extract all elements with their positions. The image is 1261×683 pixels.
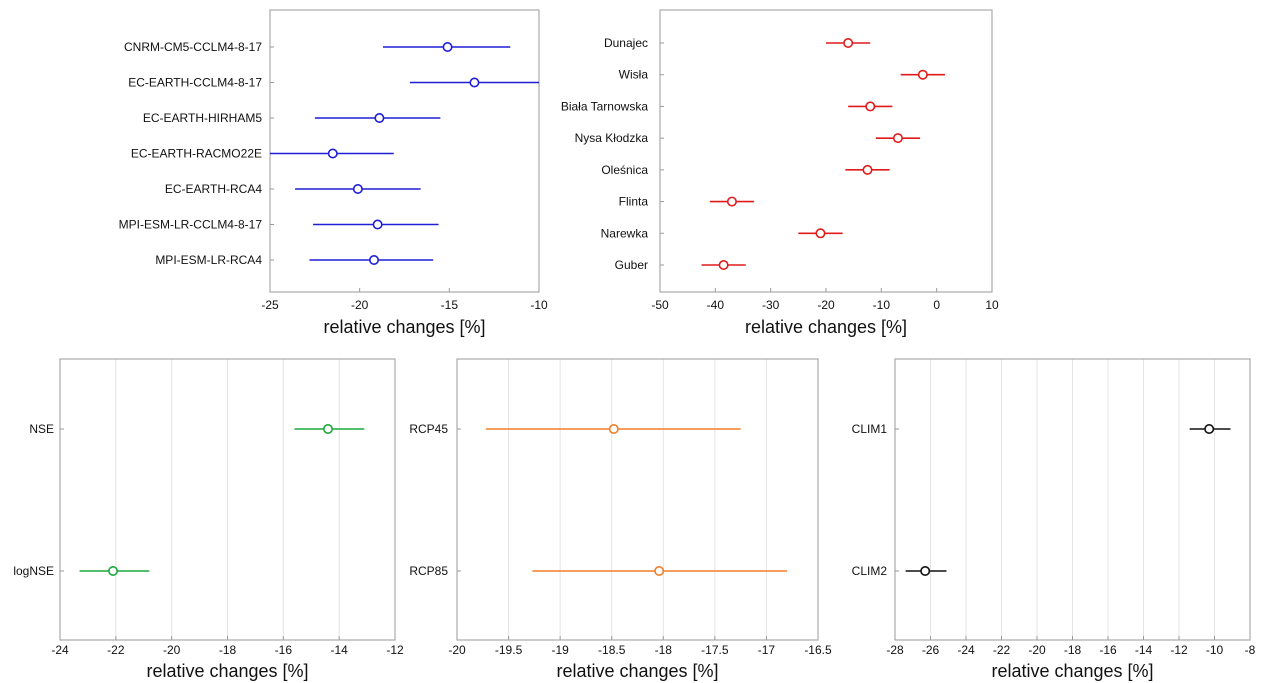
mean-marker (374, 113, 385, 124)
chart-panel-2: -50 -40 -30 -20 -10 0 10 relative changes [%] Du… (561, 9, 999, 337)
mean-marker (369, 255, 380, 266)
mean-marker (654, 565, 665, 576)
x-tick-label: -20 (448, 643, 466, 657)
mean-marker (372, 219, 383, 230)
x-tick-label: -25 (261, 298, 279, 312)
chart-panel-4: -20 -19.5 -19 -18.5 -18 -17.5 -17 -16.5 relative… (409, 358, 832, 681)
category-label: CLIM1 (852, 422, 888, 436)
x-tick-label: 0 (933, 298, 940, 312)
plot-frame (269, 9, 540, 293)
category-label: Dunajec (604, 36, 648, 50)
mean-marker (1204, 423, 1215, 434)
category-label: Narewka (601, 226, 649, 240)
x-tick-label: -18 (1064, 643, 1082, 657)
category-label: Flinta (619, 195, 649, 209)
mean-marker (843, 37, 854, 48)
mean-marker (920, 565, 931, 576)
mean-marker (442, 41, 453, 52)
x-tick-label: -19 (551, 643, 569, 657)
x-tick-label: -24 (51, 643, 69, 657)
x-tick-label: -28 (886, 643, 904, 657)
category-label: EC-EARTH-RCA4 (165, 182, 262, 196)
mean-marker (327, 148, 338, 159)
mean-marker (108, 565, 119, 576)
mean-marker (917, 69, 928, 80)
x-tick-label: 10 (985, 298, 999, 312)
x-tick-label: -12 (1170, 643, 1188, 657)
mean-marker (608, 423, 619, 434)
x-axis-label: relative changes [%] (991, 661, 1153, 681)
x-tick-label: -17 (758, 643, 776, 657)
x-axis-label: relative changes [%] (146, 661, 308, 681)
x-tick-label: -50 (651, 298, 669, 312)
x-tick-label: -16 (275, 643, 293, 657)
x-tick-label: -26 (922, 643, 940, 657)
category-label: EC-EARTH-CCLM4-8-17 (128, 76, 262, 90)
x-tick-label: -20 (351, 298, 369, 312)
x-tick-label: -19.5 (495, 643, 523, 657)
plot-frame (659, 9, 993, 293)
category-label: Wisła (619, 68, 649, 82)
mean-marker (815, 228, 826, 239)
category-label: Biała Tarnowska (561, 99, 648, 113)
x-tick-label: -40 (707, 298, 725, 312)
x-tick-label: -20 (817, 298, 835, 312)
x-tick-label: -15 (441, 298, 459, 312)
category-label: MPI-ESM-LR-RCA4 (155, 253, 262, 267)
x-tick-label: -10 (873, 298, 891, 312)
x-tick-label: -30 (762, 298, 780, 312)
x-tick-label: -10 (530, 298, 548, 312)
x-tick-label: -24 (957, 643, 975, 657)
x-tick-label: -22 (993, 643, 1011, 657)
category-label: Oleśnica (601, 163, 648, 177)
x-tick-label: -16 (1099, 643, 1117, 657)
x-tick-label: -22 (107, 643, 125, 657)
chart-panel-1: -25 -20 -15 -10 relative changes [%] CNRM-CM5… (119, 9, 548, 337)
category-label: Nysa Kłodzka (575, 131, 649, 145)
chart-panel-3: -24 -22 -20 -18 -16 -14 -12 relative changes [%… (13, 358, 404, 681)
mean-marker (865, 101, 876, 112)
category-label: CLIM2 (852, 564, 888, 578)
x-tick-label: -17.5 (701, 643, 729, 657)
mean-marker (718, 259, 729, 270)
category-label: RCP85 (409, 564, 448, 578)
x-tick-label: -18.5 (598, 643, 626, 657)
chart-panel-5: -28 -26 -24 -22 -20 -18 -16 -14 -12 -10 -8 relative… (852, 358, 1256, 681)
category-label: RCP45 (409, 422, 448, 436)
category-label: EC-EARTH-RACMO22E (131, 147, 262, 161)
x-tick-label: -14 (330, 643, 348, 657)
x-tick-label: -8 (1245, 643, 1256, 657)
x-tick-label: -18 (655, 643, 673, 657)
x-axis-label: relative changes [%] (745, 317, 907, 337)
x-tick-label: -12 (386, 643, 404, 657)
mean-marker (892, 133, 903, 144)
category-label: NSE (29, 422, 54, 436)
category-label: EC-EARTH-HIRHAM5 (143, 111, 262, 125)
mean-marker (726, 196, 737, 207)
x-tick-label: -20 (1028, 643, 1046, 657)
category-label: logNSE (13, 564, 54, 578)
x-tick-label: -20 (163, 643, 181, 657)
x-axis-label: relative changes [%] (556, 661, 718, 681)
x-tick-label: -10 (1206, 643, 1224, 657)
x-tick-label: -18 (219, 643, 237, 657)
category-label: CNRM-CM5-CCLM4-8-17 (124, 40, 262, 54)
mean-marker (352, 184, 363, 195)
x-tick-label: -16.5 (804, 643, 832, 657)
mean-marker (862, 164, 873, 175)
category-label: MPI-ESM-LR-CCLM4-8-17 (119, 218, 263, 232)
mean-marker (322, 423, 333, 434)
x-axis-label: relative changes [%] (323, 317, 485, 337)
x-tick-label: -14 (1135, 643, 1153, 657)
mean-marker (469, 77, 480, 88)
plot-frame (456, 358, 819, 641)
category-label: Guber (615, 258, 648, 272)
